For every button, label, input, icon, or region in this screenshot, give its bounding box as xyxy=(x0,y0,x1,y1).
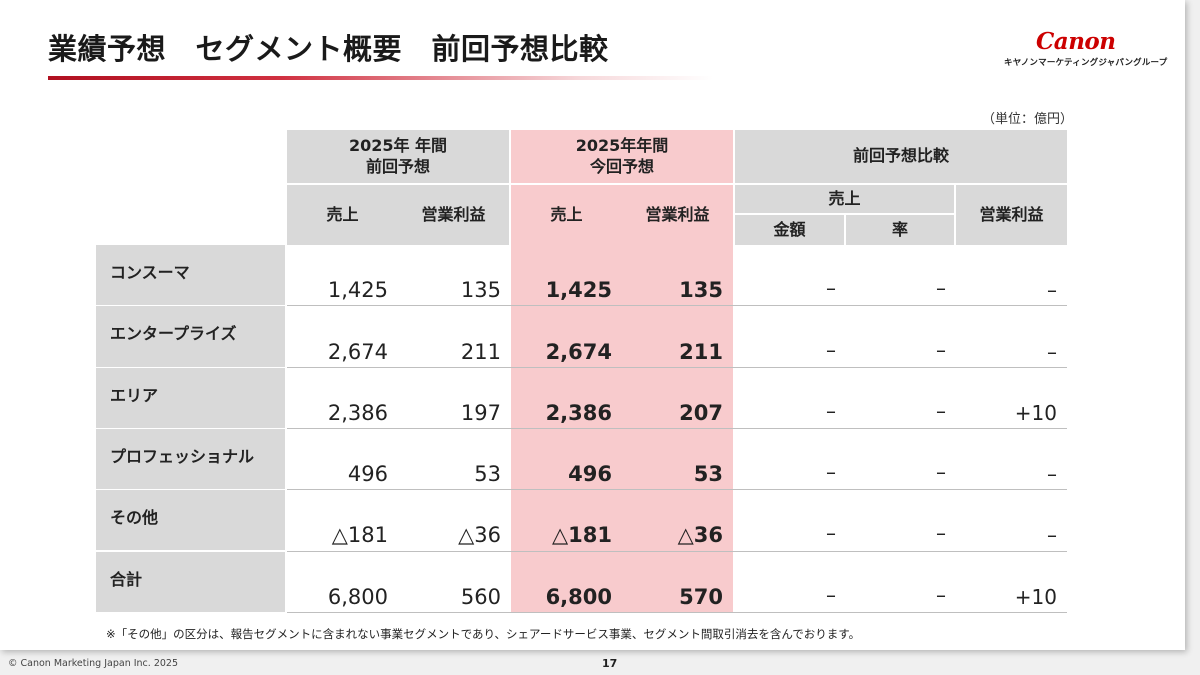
curr-sales-value: 2,386 xyxy=(545,400,612,425)
row-label: エンタープライズ xyxy=(96,306,285,367)
prev-op-value: 560 xyxy=(460,584,501,609)
header-compare-sales: 売上 xyxy=(735,185,954,213)
prev-sales-value: 2,674 xyxy=(327,339,388,364)
header-prev-op: 営業利益 xyxy=(398,185,509,245)
prev-op-value: 197 xyxy=(460,400,501,425)
row-label: プロフェッショナル xyxy=(96,428,285,490)
prev-sales-value: 1,425 xyxy=(327,278,388,303)
compare-rate-value: – xyxy=(936,276,946,301)
footnote: ※「その他」の区分は、報告セグメントに含まれない事業セグメントであり、シェアード… xyxy=(106,627,861,641)
curr-sales-value: 2,674 xyxy=(545,339,612,364)
compare-amount-value: – xyxy=(826,398,836,423)
page-number: 17 xyxy=(602,657,618,670)
prev-op-value: 211 xyxy=(460,339,501,364)
curr-sales-value: 6,800 xyxy=(545,584,612,609)
prev-op-value: 135 xyxy=(460,278,501,303)
prev-sales-value: 6,800 xyxy=(327,584,388,609)
compare-rate-value: – xyxy=(936,521,946,546)
compare-amount-value: – xyxy=(826,337,836,362)
logo-subtitle: キヤノンマーケティングジャパングループ xyxy=(1004,58,1168,68)
compare-op-value: – xyxy=(1047,462,1057,487)
compare-rate-value: – xyxy=(936,582,946,607)
compare-op-value: – xyxy=(1047,278,1057,303)
curr-op-value: 207 xyxy=(679,400,723,425)
row-divider xyxy=(287,366,1067,368)
compare-amount-value: – xyxy=(826,460,836,485)
curr-op-value: 570 xyxy=(679,584,723,609)
row-divider xyxy=(287,550,1067,552)
curr-sales-value: △181 xyxy=(552,523,612,548)
row-divider xyxy=(287,427,1067,429)
header-prev-sales: 売上 xyxy=(287,185,398,245)
prev-sales-value: 496 xyxy=(347,462,388,487)
compare-op-value: – xyxy=(1047,339,1057,364)
canon-logo: Canon xyxy=(1036,28,1116,55)
curr-sales-value: 1,425 xyxy=(545,278,612,303)
compare-rate-value: – xyxy=(936,398,946,423)
prev-op-value: △36 xyxy=(458,523,501,548)
curr-op-value: 211 xyxy=(679,339,723,364)
curr-sales-value: 496 xyxy=(568,462,612,487)
prev-sales-value: 2,386 xyxy=(327,400,388,425)
header-compare: 前回予想比較 xyxy=(735,130,1067,183)
compare-op-value: – xyxy=(1047,523,1057,548)
header-amount: 金額 xyxy=(735,215,844,245)
row-divider xyxy=(287,489,1067,491)
header-curr-sales: 売上 xyxy=(511,185,622,245)
slide: 業績予想 セグメント概要 前回予想比較 Canon キヤノンマーケティングジャパ… xyxy=(0,0,1185,650)
compare-amount-value: – xyxy=(826,276,836,301)
curr-op-value: △36 xyxy=(677,523,723,548)
compare-amount-value: – xyxy=(826,582,836,607)
compare-rate-value: – xyxy=(936,460,946,485)
row-divider xyxy=(287,305,1067,307)
header-current-forecast: 2025年年間 今回予想 xyxy=(511,130,733,183)
curr-op-value: 135 xyxy=(679,278,723,303)
compare-amount-value: – xyxy=(826,521,836,546)
prev-op-value: 53 xyxy=(474,462,501,487)
compare-rate-value: – xyxy=(936,337,946,362)
row-label: 合計 xyxy=(96,551,285,612)
row-label: エリア xyxy=(96,367,285,428)
copyright: © Canon Marketing Japan Inc. 2025 xyxy=(8,658,178,669)
row-divider xyxy=(287,611,1067,613)
row-label: コンスーマ xyxy=(96,245,285,306)
compare-op-value: +10 xyxy=(1014,400,1057,425)
header-rate: 率 xyxy=(846,215,954,245)
row-label: その他 xyxy=(96,490,285,551)
compare-op-value: +10 xyxy=(1014,584,1057,609)
segment-forecast-table: 2025年 年間 前回予想 2025年年間 今回予想 前回予想比較 売上 営業利益 売上営… xyxy=(96,130,1067,613)
curr-op-value: 53 xyxy=(693,462,723,487)
page-title: 業績予想 セグメント概要 前回予想比較 xyxy=(48,32,609,66)
header-prev-forecast: 2025年 年間 前回予想 xyxy=(287,130,509,183)
header-curr-op: 営業利益 xyxy=(622,185,733,245)
title-underline xyxy=(48,76,713,80)
header-compare-op: 営業利益 xyxy=(956,185,1067,245)
prev-sales-value: △181 xyxy=(331,523,388,548)
unit-label: （単位：億円） xyxy=(982,112,1074,127)
